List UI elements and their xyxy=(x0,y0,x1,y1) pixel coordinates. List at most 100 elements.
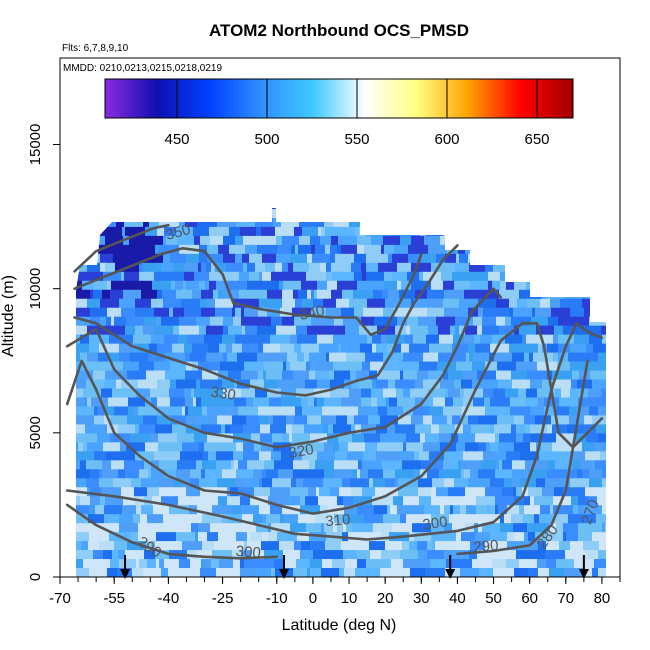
heat-cell xyxy=(524,496,531,506)
heat-cell xyxy=(324,442,334,452)
heat-cell xyxy=(295,244,299,255)
heat-cell xyxy=(361,388,372,399)
heat-cell xyxy=(586,433,599,443)
flights-subtitle: Flts: 6,7,8,9,10 xyxy=(62,43,129,54)
heat-cell xyxy=(353,496,373,506)
heat-cell xyxy=(152,496,162,506)
heat-cell xyxy=(561,271,571,282)
heat-cell xyxy=(408,208,417,219)
heat-cell xyxy=(488,280,493,291)
heat-cell xyxy=(157,226,165,237)
heat-cell xyxy=(218,289,224,300)
heat-cell xyxy=(444,478,455,488)
heat-cell xyxy=(154,451,173,461)
heat-cell xyxy=(372,379,377,390)
heat-cell xyxy=(563,487,580,497)
heat-cell xyxy=(126,442,146,452)
heat-cell xyxy=(136,505,142,515)
heat-cell xyxy=(107,568,118,577)
heat-cell xyxy=(326,271,333,282)
heat-cell xyxy=(574,334,590,345)
heat-cell xyxy=(608,362,621,372)
heat-cell xyxy=(533,352,554,363)
heat-cell xyxy=(495,505,499,515)
heat-cell xyxy=(229,226,241,237)
heat-cell xyxy=(355,424,362,434)
heat-cell xyxy=(477,325,483,336)
heat-cell xyxy=(546,235,558,246)
heat-cell xyxy=(185,406,189,417)
heat-cell xyxy=(110,244,130,255)
heat-cell xyxy=(76,514,84,524)
heat-cell xyxy=(88,514,105,524)
x-axis: -70 -55 -40 -25 -10 0 10 20 30 40 50 60 70 80 xyxy=(49,576,621,607)
heat-cell xyxy=(154,271,173,282)
heat-cell xyxy=(461,379,473,390)
heat-cell xyxy=(381,550,401,560)
heat-cell xyxy=(560,298,578,309)
heat-cell xyxy=(271,316,283,327)
heat-cell xyxy=(394,244,409,255)
heat-cell xyxy=(476,505,488,515)
heat-cell xyxy=(76,478,87,488)
heat-cell xyxy=(290,334,298,345)
heat-cell xyxy=(207,532,219,542)
heat-cell xyxy=(441,271,453,282)
heat-cell xyxy=(469,550,478,560)
heat-cell xyxy=(469,262,486,273)
heat-cell xyxy=(177,235,195,246)
heat-cell xyxy=(452,415,461,426)
heat-cell xyxy=(514,442,531,452)
x-tick-label: 70 xyxy=(557,590,574,607)
heat-cell xyxy=(572,208,580,219)
heat-cell xyxy=(259,478,263,488)
heat-cell xyxy=(434,217,439,228)
heat-cell xyxy=(271,523,291,533)
heat-cell xyxy=(419,514,423,524)
heat-cell xyxy=(589,469,603,479)
heat-cell xyxy=(335,469,353,479)
heat-cell xyxy=(206,262,212,273)
heat-cell xyxy=(346,406,359,417)
heat-cell xyxy=(527,370,548,381)
heat-cell xyxy=(76,307,77,318)
heat-cell xyxy=(229,271,240,282)
heat-cell xyxy=(219,559,234,569)
contour-label: 300 xyxy=(422,513,449,533)
heat-cell xyxy=(545,478,562,488)
heat-cell xyxy=(436,253,446,264)
heat-cell xyxy=(218,532,237,542)
heat-cell xyxy=(239,289,249,300)
heat-cell xyxy=(235,478,246,488)
heat-cell xyxy=(466,505,477,515)
heat-cell xyxy=(516,487,523,497)
heat-cell xyxy=(552,226,559,237)
heat-cell xyxy=(76,316,91,327)
heat-cell xyxy=(594,559,606,569)
heat-cell xyxy=(327,433,339,443)
heat-cell xyxy=(218,397,235,408)
heat-cell xyxy=(366,262,379,273)
heat-cell xyxy=(561,262,571,273)
heat-cell xyxy=(595,460,606,470)
heat-cell xyxy=(305,469,325,479)
heat-cell xyxy=(465,442,479,452)
heat-cell xyxy=(317,451,336,461)
heat-cell xyxy=(573,208,584,210)
heat-cell xyxy=(514,532,525,542)
heat-cell xyxy=(605,289,606,300)
contour-line-350 xyxy=(73,223,170,273)
contour-label: 290 xyxy=(473,537,499,556)
heat-cell xyxy=(143,325,155,336)
heat-cell xyxy=(139,424,156,434)
heat-cell xyxy=(592,379,606,390)
heat-cell xyxy=(482,523,501,533)
heat-cell xyxy=(113,253,129,264)
heat-cell xyxy=(213,289,219,300)
heat-cell xyxy=(293,568,308,577)
heat-cell xyxy=(523,433,531,443)
heat-cell xyxy=(535,415,552,426)
heat-cell xyxy=(194,496,203,506)
heat-cell xyxy=(207,244,219,255)
heat-cell xyxy=(401,280,412,291)
